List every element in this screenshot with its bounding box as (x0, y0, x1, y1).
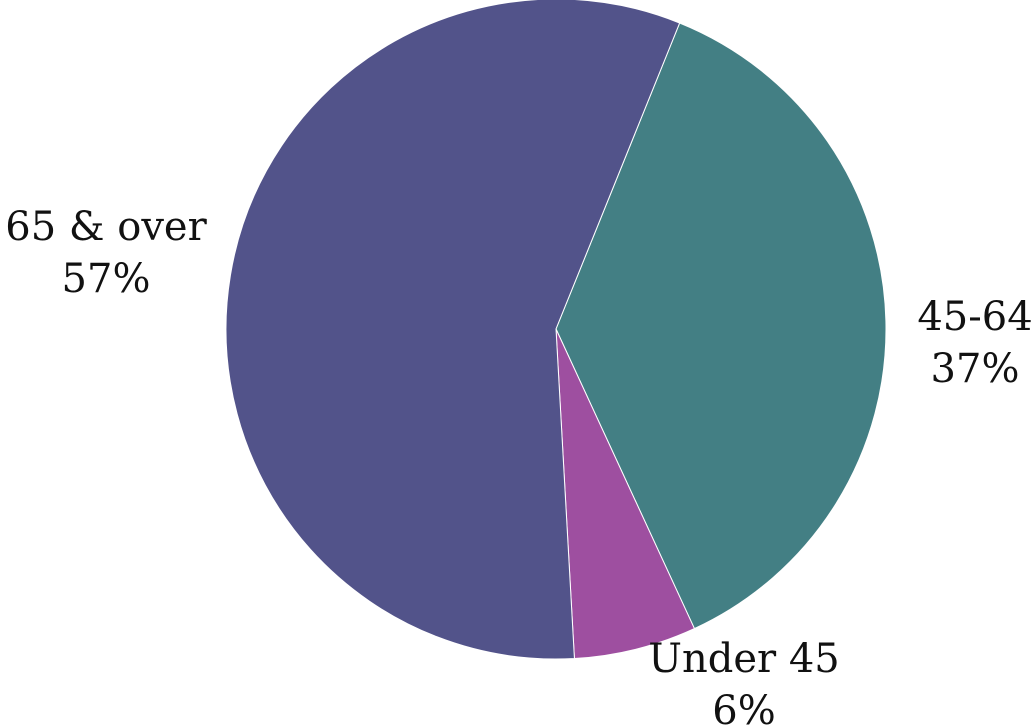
pie-labels: 45-64 37% Under 45 6% 65 & over 57% (5, 204, 1032, 728)
slice-percent-label: 37% (931, 346, 1020, 392)
slice-label: 45-64 37% (917, 294, 1032, 392)
slice-category-label: Under 45 (648, 636, 839, 682)
slice-label: Under 45 6% (648, 636, 839, 728)
pie-slice-45-64 (555, 22, 887, 630)
slice-percent-label: 6% (712, 688, 775, 728)
slice-category-label: 45-64 (917, 294, 1032, 340)
slice-label: 65 & over 57% (5, 204, 207, 302)
pie-slice-under-45 (555, 328, 696, 660)
slice-category-label: 65 & over (5, 204, 207, 250)
pie-slices (225, 0, 887, 660)
pie-slice-65-over (225, 0, 681, 660)
slice-percent-label: 57% (62, 256, 151, 302)
